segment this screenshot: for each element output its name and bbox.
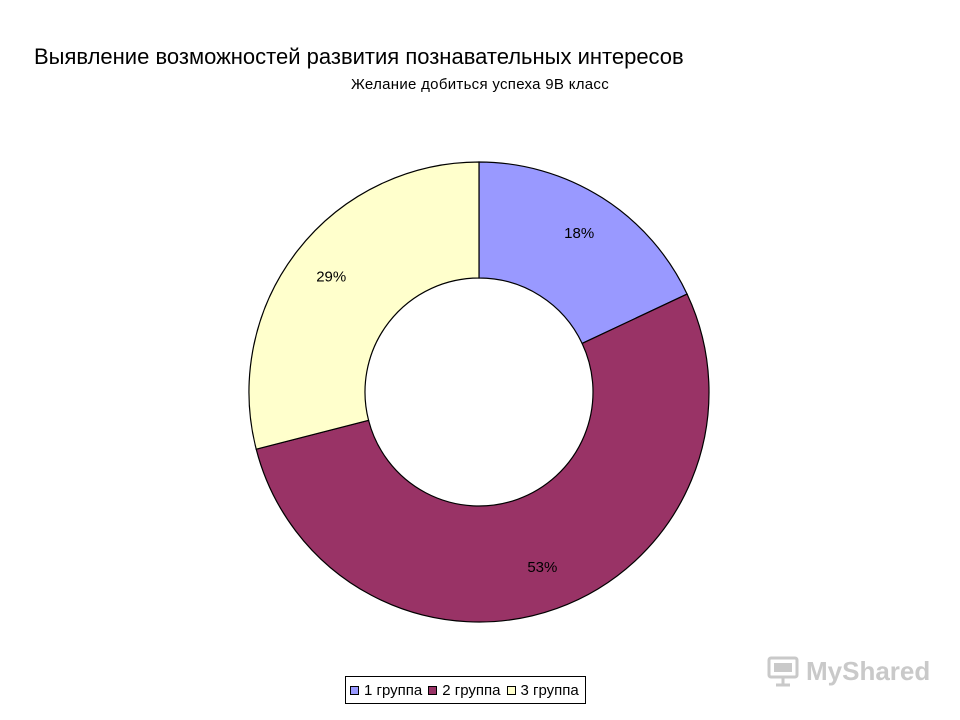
slice-label-2: 53%	[527, 559, 557, 576]
doughnut-slice-3	[248, 161, 480, 450]
watermark-text: MyShared	[806, 655, 931, 686]
chart-title: Желание добиться успеха 9В класс	[350, 76, 610, 93]
legend-label-2: 2 группа	[442, 681, 501, 699]
doughnut-slice-2	[255, 293, 710, 623]
presentation-board-icon	[767, 656, 799, 687]
doughnut-slice-1	[478, 161, 688, 345]
legend-swatch-1	[350, 685, 359, 695]
page-heading: Выявление возможностей развития познават…	[34, 44, 684, 69]
legend-swatch-3	[506, 685, 516, 695]
legend-swatch-2	[428, 685, 438, 695]
legend-item-3: 3 группа	[506, 681, 579, 699]
legend-item-2: 2 группа	[428, 681, 501, 699]
legend-label-3: 3 группа	[520, 681, 579, 699]
chart-legend: 1 группа 2 группа 3 группа	[345, 676, 586, 704]
slice-label-1: 18%	[564, 225, 594, 242]
legend-label-1: 1 группа	[364, 681, 423, 699]
watermark: MyShared	[766, 654, 930, 688]
slice-label-3: 29%	[316, 268, 346, 285]
legend-item-1: 1 группа	[350, 682, 422, 699]
